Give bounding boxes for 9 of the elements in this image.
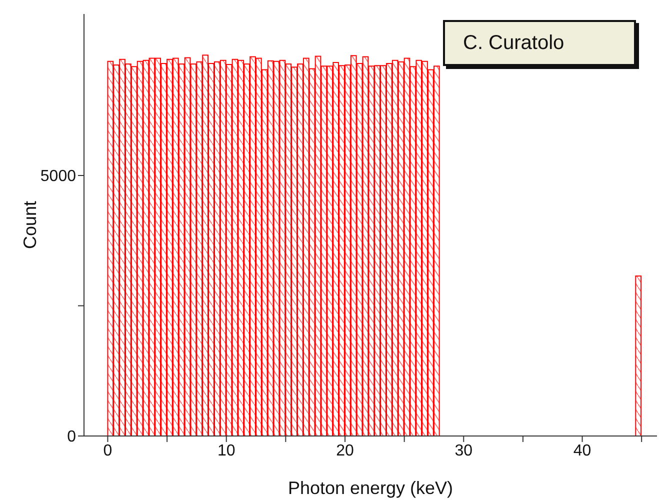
y-tick-label: 5000	[40, 168, 76, 186]
x-tick-label: 10	[217, 442, 236, 460]
x-tick-label: 30	[454, 442, 473, 460]
text-box: C. Curatolo	[443, 20, 636, 66]
x-axis-title: Photon energy (keV)	[288, 478, 454, 498]
x-tick-label: 0	[103, 442, 112, 460]
x-tick-label: 40	[573, 442, 592, 460]
x-tick-label: 20	[336, 442, 354, 460]
y-axis-title: Count	[20, 200, 40, 250]
